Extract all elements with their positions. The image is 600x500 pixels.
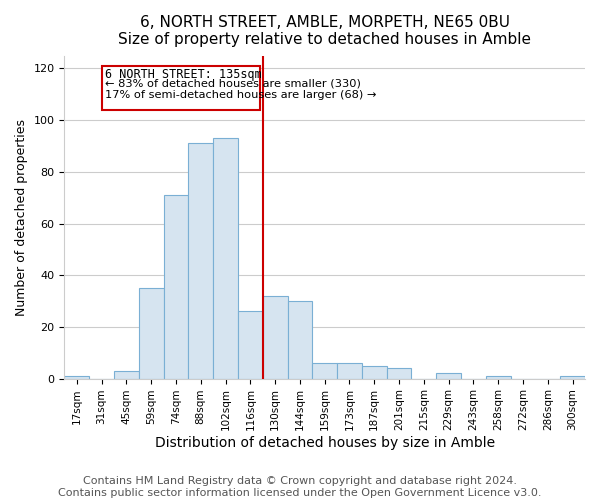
Bar <box>313 363 337 378</box>
Bar <box>188 144 213 378</box>
X-axis label: Distribution of detached houses by size in Amble: Distribution of detached houses by size … <box>155 436 495 450</box>
Bar <box>213 138 238 378</box>
Text: Contains HM Land Registry data © Crown copyright and database right 2024.
Contai: Contains HM Land Registry data © Crown c… <box>58 476 542 498</box>
FancyBboxPatch shape <box>101 66 260 110</box>
Bar <box>139 288 164 378</box>
Text: 6 NORTH STREET: 135sqm: 6 NORTH STREET: 135sqm <box>106 68 262 81</box>
Bar <box>287 301 313 378</box>
Bar <box>362 366 386 378</box>
Bar <box>164 195 188 378</box>
Y-axis label: Number of detached properties: Number of detached properties <box>15 118 28 316</box>
Bar <box>486 376 511 378</box>
Bar <box>263 296 287 378</box>
Title: 6, NORTH STREET, AMBLE, MORPETH, NE65 0BU
Size of property relative to detached : 6, NORTH STREET, AMBLE, MORPETH, NE65 0B… <box>118 15 531 48</box>
Bar <box>64 376 89 378</box>
Text: ← 83% of detached houses are smaller (330): ← 83% of detached houses are smaller (33… <box>106 79 361 89</box>
Bar <box>436 374 461 378</box>
Bar <box>238 312 263 378</box>
Bar <box>114 371 139 378</box>
Text: 17% of semi-detached houses are larger (68) →: 17% of semi-detached houses are larger (… <box>106 90 377 101</box>
Bar <box>337 363 362 378</box>
Bar <box>560 376 585 378</box>
Bar <box>386 368 412 378</box>
